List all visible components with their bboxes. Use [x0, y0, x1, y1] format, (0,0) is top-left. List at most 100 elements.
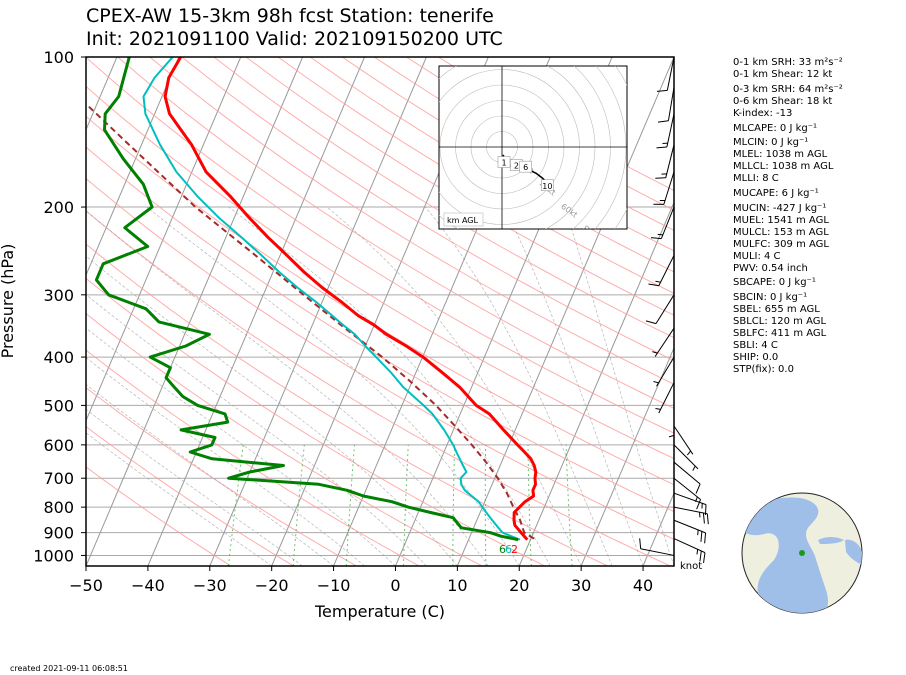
dry-adiabat-line [86, 210, 671, 566]
dewpoint-profile [94, 57, 519, 542]
x-tick-label: −40 [131, 576, 165, 595]
dry-adiabat-line [149, 57, 674, 385]
temperature-profile [163, 57, 538, 541]
wind-barb [673, 444, 699, 471]
x-tick-label: −20 [255, 576, 289, 595]
x-tick-label: −30 [193, 576, 227, 595]
wind-barb [656, 113, 675, 149]
isotherm-line [209, 57, 427, 566]
index-row: MLEL: 1038 m AGL [733, 149, 828, 161]
index-row: 0-1 km Shear: 12 kt [733, 68, 833, 80]
index-row: SHIP: 0.0 [733, 351, 779, 363]
isotherm-line [86, 57, 242, 422]
y-tick-label: 600 [43, 436, 74, 455]
index-row: MLLI: 8 C [733, 173, 779, 185]
index-row: MUCAPE: 6 J kg⁻¹ [733, 188, 819, 200]
x-tick-label: −50 [69, 576, 103, 595]
dry-adiabat-line [86, 466, 232, 566]
wind-barb [673, 477, 702, 510]
index-row: MLCIN: 0 J kg⁻¹ [733, 137, 809, 149]
y-tick-label: 200 [43, 198, 74, 217]
moist-adiabat-line [86, 327, 396, 566]
y-tick-label: 100 [43, 48, 74, 67]
dry-adiabat-line [86, 177, 674, 540]
hodograph-legend: km AGL [447, 216, 479, 225]
isotherm-line [456, 57, 674, 566]
chart-title: CPEX-AW 15-3km 98h fcst Station: tenerif… [86, 5, 494, 27]
dry-adiabat-line [277, 57, 674, 294]
y-tick-label: 300 [43, 286, 74, 305]
index-row: STP(fix): 0.0 [733, 363, 794, 375]
index-row: 0-3 km SRH: 64 m²s⁻² [733, 83, 843, 95]
dry-adiabat-line [86, 146, 674, 513]
index-row: SBLFC: 411 m AGL [733, 328, 827, 340]
plot-frame [85, 56, 675, 567]
y-tick-label: 500 [43, 396, 74, 415]
mixing-ratio-line [227, 444, 244, 566]
y-tick-label: 900 [43, 524, 74, 543]
dry-adiabat-line [117, 57, 674, 409]
index-row: MUEL: 1541 m AGL [733, 214, 829, 226]
sea-med [818, 537, 844, 544]
index-row: SBEL: 655 m AGL [733, 304, 820, 316]
dry-adiabat-line [245, 57, 674, 316]
station-marker [799, 550, 805, 556]
chart-subtitle: Init: 2021091100 Valid: 202109150200 UTC [86, 28, 503, 50]
dry-adiabat-line [86, 85, 674, 460]
index-row: SBCAPE: 0 J kg⁻¹ [733, 277, 816, 289]
ocean-area [742, 497, 828, 613]
moist-adiabat-line [326, 206, 582, 566]
temperature-surface-label: 2 [511, 543, 518, 556]
x-tick-label: 30 [571, 576, 591, 595]
moist-adiabat-line [564, 206, 674, 566]
moist-adiabat-line [86, 383, 334, 566]
wind-barb [673, 538, 706, 564]
dry-adiabat-line [86, 57, 674, 434]
x-tick-label: 40 [633, 576, 653, 595]
index-row: SBCIN: 0 J kg⁻¹ [733, 292, 808, 304]
x-tick-label: 0 [390, 576, 400, 595]
index-row: MULI: 4 C [733, 250, 781, 262]
dry-adiabat-line [86, 349, 420, 566]
wind-barb [673, 506, 709, 525]
hodograph-height-label: 10 [542, 182, 552, 191]
index-row: SBLCL: 120 m AGL [733, 316, 827, 328]
wind-barb [645, 294, 675, 325]
x-axis-label: Temperature (C) [314, 602, 445, 621]
wind-unit-label: knot [680, 561, 702, 572]
dry-adiabat-line [86, 115, 674, 486]
moist-adiabat-line [86, 210, 489, 566]
dry-adiabat-line [309, 57, 674, 273]
wind-barb [668, 405, 675, 440]
mixing-ratio-line [565, 444, 573, 566]
moist-adiabat-line [86, 357, 365, 566]
dry-adiabat-line [86, 313, 483, 566]
dry-adiabat-line [181, 57, 674, 362]
wind-barb [652, 327, 675, 357]
mixing-ratio-line [292, 444, 305, 566]
wind-barb [673, 519, 707, 544]
wind-barb [673, 492, 707, 516]
x-tick-label: −10 [317, 576, 351, 595]
wind-barb [655, 382, 675, 414]
wind-barb [655, 144, 675, 179]
wind-barb [653, 171, 675, 205]
mixing-ratio-line [403, 444, 409, 566]
mixing-ratio-line [484, 444, 487, 566]
moist-adiabat-line [228, 206, 551, 566]
dry-adiabat-line [86, 387, 357, 566]
index-row: MLCAPE: 0 J kg⁻¹ [733, 122, 818, 134]
index-row: PWV: 0.54 inch [733, 262, 808, 274]
hodograph-height-label: 2 [514, 162, 519, 171]
indices-panel: 0-1 km SRH: 33 m²s⁻² 0-1 km Shear: 12 kt 0… [733, 57, 903, 376]
y-tick-label: 1000 [33, 546, 74, 565]
index-row: MLLCL: 1038 m AGL [733, 161, 834, 173]
moist-adiabat-line [86, 255, 458, 566]
index-row: K-index: -13 [733, 107, 793, 119]
x-tick-label: 20 [509, 576, 529, 595]
x-tick-label: 10 [447, 576, 467, 595]
y-tick-label: 400 [43, 348, 74, 367]
dry-adiabat-line [213, 57, 674, 339]
parcel-profile [86, 102, 535, 540]
